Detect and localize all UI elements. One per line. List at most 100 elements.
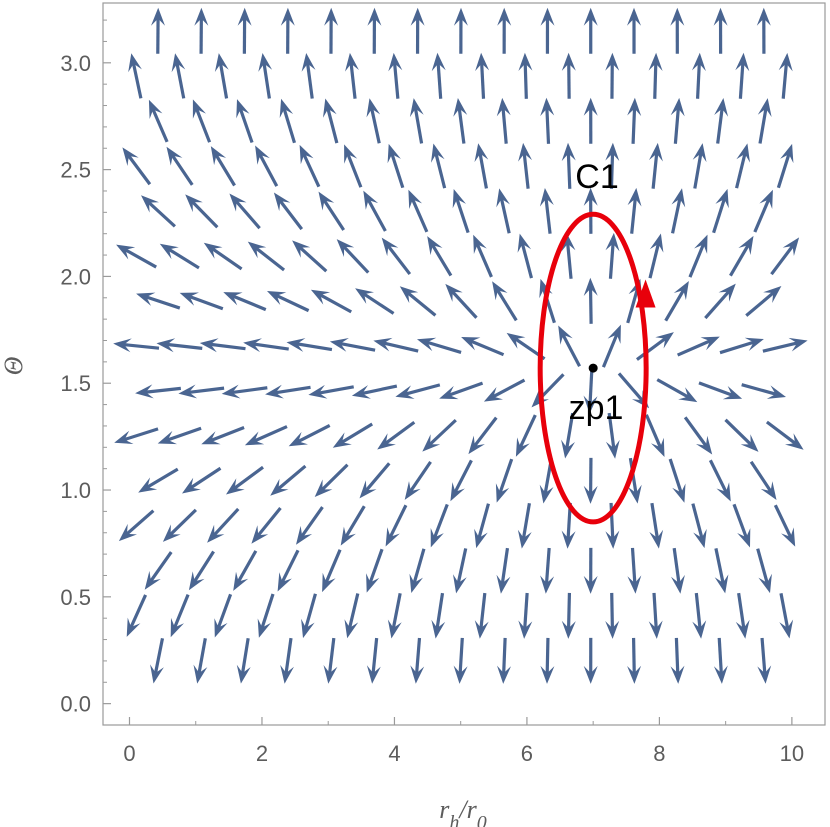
vector-arrow — [735, 592, 750, 639]
vector-arrow — [193, 637, 208, 684]
arrow-shaft — [631, 637, 636, 674]
arrow-head — [417, 337, 437, 352]
arrow-head — [627, 187, 642, 207]
vector-arrow — [515, 414, 537, 457]
arrow-head — [561, 439, 575, 459]
vector-arrow — [135, 384, 182, 399]
vector-arrow — [735, 52, 750, 99]
vector-arrow — [214, 53, 229, 99]
vector-arrow — [355, 288, 395, 315]
vector-arrow — [627, 97, 642, 144]
vector-arrow — [280, 7, 295, 54]
vector-arrow — [236, 637, 251, 684]
vector-arrow — [605, 412, 620, 459]
arrow-shaft — [168, 508, 198, 537]
arrow-shaft — [520, 242, 534, 279]
arrow-shaft — [609, 152, 615, 189]
vector-arrow — [185, 194, 219, 229]
arrow-head — [318, 191, 335, 211]
vector-arrow — [233, 550, 258, 591]
arrow-shaft — [254, 246, 286, 272]
zero-point-label: zp1 — [569, 389, 624, 427]
arrow-shaft — [262, 62, 271, 99]
arrow-shaft — [610, 592, 614, 629]
arrow-shaft — [153, 638, 165, 674]
arrow-shaft — [670, 197, 682, 234]
arrow-head — [605, 439, 620, 459]
vector-arrow — [605, 592, 620, 639]
arrow-head — [561, 52, 576, 71]
arrow-shaft — [216, 593, 233, 629]
vector-arrow — [644, 414, 665, 457]
arrow-head — [226, 478, 245, 495]
arrow-shaft — [653, 62, 658, 99]
arrow-head — [409, 573, 423, 593]
vector-arrow — [474, 143, 489, 189]
vector-arrow — [496, 547, 511, 594]
arrow-shaft — [149, 551, 173, 583]
plot-border — [102, 2, 826, 726]
arrow-shaft — [450, 290, 478, 319]
vector-arrow — [683, 416, 713, 455]
arrow-head — [280, 7, 295, 26]
vector-arrow — [670, 7, 685, 54]
arrow-shaft — [477, 503, 490, 539]
arrow-head — [671, 188, 686, 208]
arrow-head — [223, 292, 243, 306]
arrow-shaft — [392, 62, 400, 99]
vector-arrow — [324, 7, 339, 54]
vector-arrow — [605, 232, 620, 279]
vector-arrow — [712, 188, 729, 234]
vector-arrow — [670, 188, 686, 234]
arrow-head — [539, 188, 554, 207]
arrow-head — [693, 528, 707, 549]
arrow-head — [336, 239, 355, 257]
vector-arrow — [329, 338, 376, 352]
vector-arrow — [670, 637, 685, 684]
contour-direction-arrow — [635, 279, 656, 308]
vector-arrow — [417, 337, 462, 354]
arrow-head — [408, 189, 422, 209]
arrow-shaft — [765, 420, 797, 445]
arrow-shaft — [688, 243, 706, 278]
vector-arrow — [377, 420, 416, 450]
arrow-head — [387, 619, 402, 639]
arrow-head — [627, 484, 642, 504]
arrow-head — [323, 665, 338, 684]
vector-arrow — [194, 7, 209, 54]
vector-arrow — [267, 291, 310, 313]
arrow-head — [692, 620, 707, 639]
vector-arrow — [540, 547, 555, 594]
arrow-head — [221, 384, 241, 399]
arrow-shaft — [631, 107, 637, 144]
arrow-head — [649, 233, 664, 253]
vector-arrow — [178, 384, 225, 399]
arrow-head — [135, 384, 154, 399]
arrow-head — [410, 7, 425, 26]
arrow-shaft — [776, 152, 791, 189]
arrow-shaft — [672, 547, 681, 584]
vector-arrow — [322, 549, 342, 593]
vector-arrow — [779, 593, 794, 639]
arrow-head — [273, 192, 291, 212]
arrow-shaft — [732, 503, 748, 539]
arrow-head — [692, 143, 707, 163]
arrow-head — [648, 52, 663, 71]
arrow-head — [359, 480, 377, 499]
vector-arrow — [366, 548, 384, 593]
vector-arrow — [162, 508, 198, 542]
vector-arrow — [688, 234, 708, 278]
arrow-shaft — [500, 547, 510, 584]
arrow-head — [385, 527, 400, 547]
vector-arrow — [561, 592, 576, 639]
arrow-head — [736, 143, 750, 163]
arrow-head — [651, 437, 665, 457]
arrow-head — [583, 575, 598, 594]
arrow-head — [540, 97, 555, 117]
arrow-shaft — [347, 593, 360, 629]
arrow-shaft — [382, 341, 419, 353]
arrow-head — [388, 52, 403, 72]
zero-point-dot — [588, 363, 598, 373]
arrow-head — [757, 665, 772, 684]
arrow-shaft — [650, 502, 659, 539]
